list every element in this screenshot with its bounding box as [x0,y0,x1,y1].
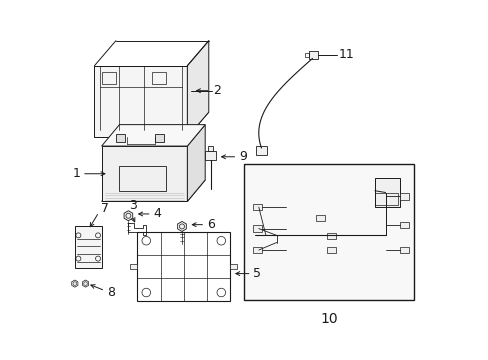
Bar [75,226,102,267]
Text: 7: 7 [101,202,108,215]
Text: 11: 11 [339,49,354,62]
Bar [253,247,262,253]
Bar [102,72,116,84]
Text: 9: 9 [239,150,246,163]
Bar [155,134,164,143]
Text: 4: 4 [153,207,161,220]
Bar [253,204,262,210]
Bar [326,247,335,253]
Text: 1: 1 [72,167,80,180]
Bar [256,146,266,155]
Polygon shape [94,66,187,137]
Bar [315,215,324,221]
Polygon shape [124,211,132,221]
Text: 3: 3 [128,199,136,212]
Bar [253,225,262,232]
Bar [244,164,413,300]
Text: 6: 6 [206,218,214,231]
Bar [119,166,165,191]
Polygon shape [102,125,205,146]
Bar [374,193,397,205]
Polygon shape [82,280,88,287]
Bar [326,233,335,239]
Polygon shape [72,280,78,287]
Bar [399,193,408,200]
Bar [399,247,408,253]
Bar [374,178,399,207]
Bar [205,152,216,160]
Bar [116,134,124,143]
Text: 2: 2 [213,84,221,97]
Bar [305,53,308,57]
Bar [207,146,213,152]
Bar [308,51,317,59]
Bar [137,232,230,301]
Polygon shape [187,41,208,137]
Polygon shape [102,180,205,202]
Polygon shape [230,264,237,269]
Text: 8: 8 [107,286,115,299]
Polygon shape [130,264,137,269]
Polygon shape [102,146,187,202]
Polygon shape [187,125,205,202]
Polygon shape [94,112,208,137]
Polygon shape [177,221,186,231]
Text: 5: 5 [253,267,261,280]
Bar [399,222,408,228]
Bar [151,72,165,84]
Text: 10: 10 [320,312,338,326]
